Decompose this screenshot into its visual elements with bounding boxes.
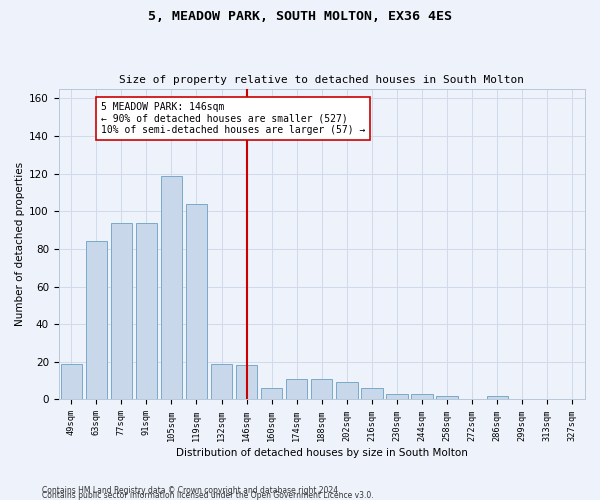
Bar bbox=[161, 176, 182, 400]
Bar bbox=[186, 204, 207, 400]
Bar bbox=[86, 242, 107, 400]
Text: 5 MEADOW PARK: 146sqm
← 90% of detached houses are smaller (527)
10% of semi-det: 5 MEADOW PARK: 146sqm ← 90% of detached … bbox=[101, 102, 365, 136]
Bar bbox=[110, 222, 132, 400]
Bar bbox=[412, 394, 433, 400]
Bar bbox=[136, 222, 157, 400]
Bar bbox=[361, 388, 383, 400]
Bar bbox=[211, 364, 232, 400]
Bar bbox=[336, 382, 358, 400]
Text: Contains public sector information licensed under the Open Government Licence v3: Contains public sector information licen… bbox=[42, 491, 374, 500]
Text: Contains HM Land Registry data © Crown copyright and database right 2024.: Contains HM Land Registry data © Crown c… bbox=[42, 486, 341, 495]
Y-axis label: Number of detached properties: Number of detached properties bbox=[15, 162, 25, 326]
Bar bbox=[386, 394, 407, 400]
Bar bbox=[311, 378, 332, 400]
X-axis label: Distribution of detached houses by size in South Molton: Distribution of detached houses by size … bbox=[176, 448, 468, 458]
Title: Size of property relative to detached houses in South Molton: Size of property relative to detached ho… bbox=[119, 76, 524, 86]
Text: 5, MEADOW PARK, SOUTH MOLTON, EX36 4ES: 5, MEADOW PARK, SOUTH MOLTON, EX36 4ES bbox=[148, 10, 452, 23]
Bar bbox=[487, 396, 508, 400]
Bar bbox=[286, 378, 307, 400]
Bar bbox=[261, 388, 283, 400]
Bar bbox=[236, 366, 257, 400]
Bar bbox=[61, 364, 82, 400]
Bar bbox=[436, 396, 458, 400]
